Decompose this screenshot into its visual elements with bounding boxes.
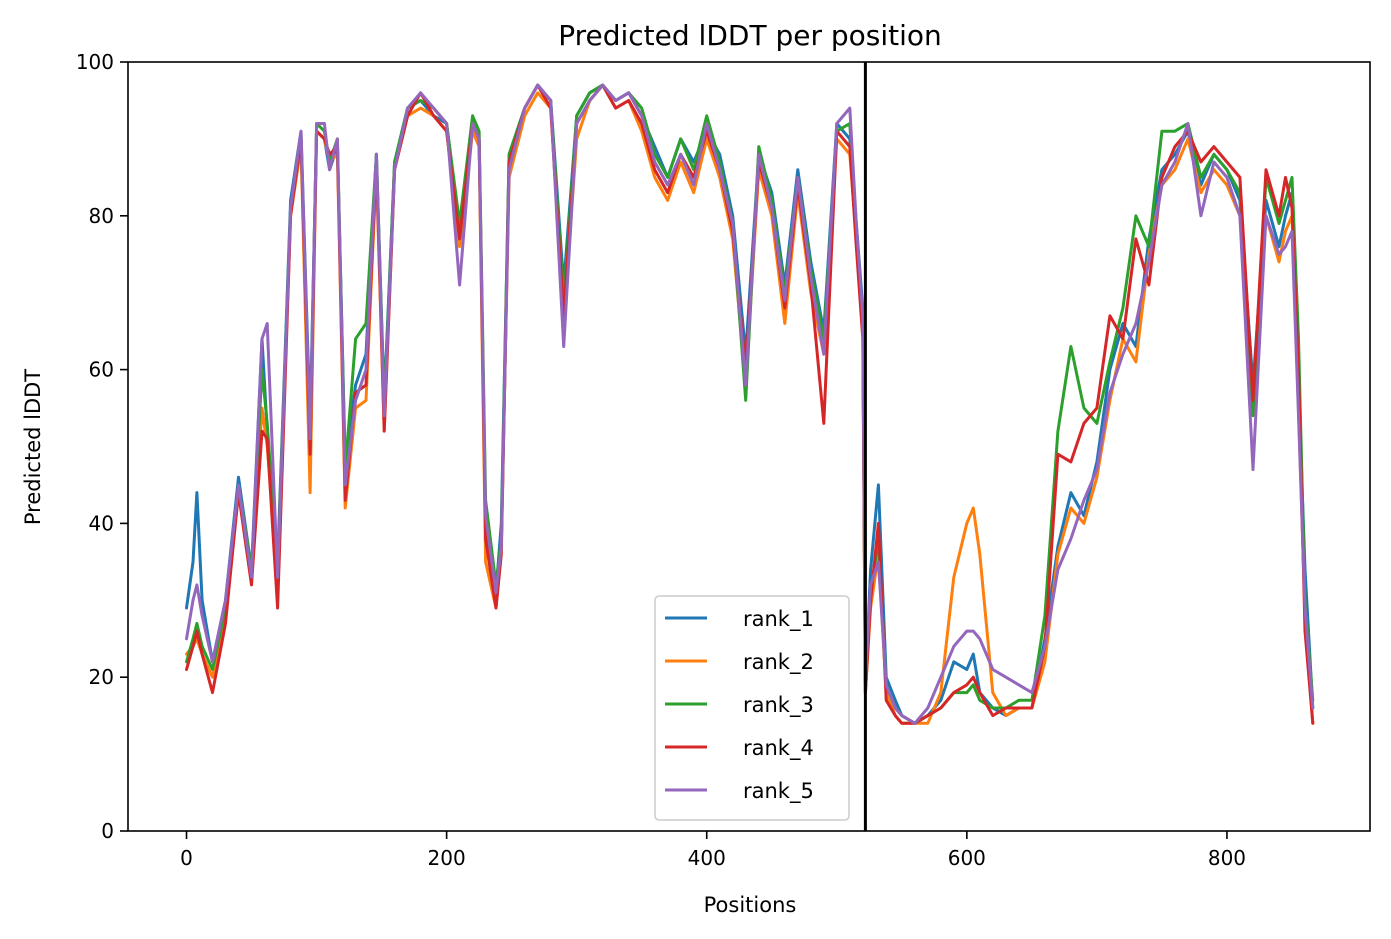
- legend-label: rank_3: [743, 693, 814, 718]
- legend: rank_1 rank_2 rank_3 rank_4 rank_5: [654, 595, 850, 821]
- x-axis-ticks: 0 200 400 600 800: [180, 831, 1246, 870]
- x-tick-label: 0: [180, 846, 193, 870]
- y-tick-label: 60: [89, 358, 114, 382]
- x-tick-label: 200: [428, 846, 466, 870]
- chart-title: Predicted lDDT per position: [558, 19, 942, 52]
- series-line-rank-5: [185, 83, 1315, 725]
- series-lines: [185, 83, 1315, 725]
- x-axis-label: Positions: [704, 893, 797, 917]
- x-tick-label: 800: [1208, 846, 1246, 870]
- y-tick-label: 80: [89, 204, 114, 228]
- y-tick-label: 40: [89, 511, 114, 535]
- x-tick-label: 400: [688, 846, 726, 870]
- legend-label: rank_2: [743, 650, 814, 675]
- y-tick-label: 20: [89, 665, 114, 689]
- y-axis-label: Predicted lDDT: [21, 369, 45, 525]
- y-tick-label: 100: [76, 50, 114, 74]
- legend-label: rank_1: [743, 607, 814, 632]
- y-tick-label: 0: [101, 819, 114, 843]
- axes-frame: [127, 61, 1371, 832]
- legend-label: rank_4: [743, 736, 814, 761]
- x-tick-label: 600: [948, 846, 986, 870]
- legend-label: rank_5: [743, 779, 814, 804]
- y-axis-ticks: 0 20 40 60 80 100: [76, 50, 128, 843]
- legend-box: [654, 595, 850, 821]
- plot-area: [127, 61, 1371, 832]
